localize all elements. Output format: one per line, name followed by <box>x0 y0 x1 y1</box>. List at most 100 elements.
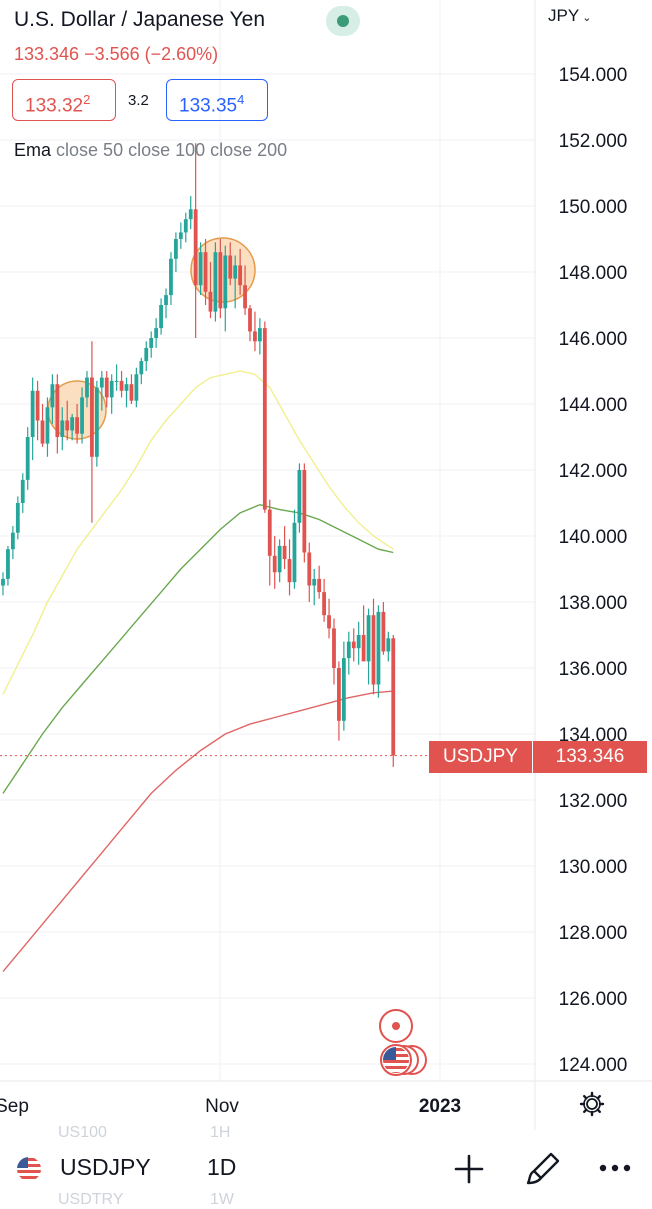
candle-body <box>35 390 40 421</box>
ema200-line <box>2 690 394 973</box>
y-tick-label: 148.000 <box>559 263 628 284</box>
candle-body <box>228 255 233 279</box>
candle-body <box>238 265 243 286</box>
candle-body <box>164 295 168 305</box>
symbol-selector[interactable]: USDJPY <box>60 1154 151 1180</box>
y-tick-label: 142.000 <box>559 461 628 482</box>
settings-gear-icon[interactable] <box>578 1090 606 1118</box>
instrument-title: U.S. Dollar / Japanese Yen <box>14 8 265 31</box>
candle-body <box>149 338 154 348</box>
candle-body <box>139 361 144 375</box>
candle-body <box>361 635 366 662</box>
scroll-symbol-below: USDTRY <box>58 1191 124 1208</box>
candle-body <box>193 209 198 286</box>
candle-body <box>223 255 228 309</box>
candle-body <box>188 209 193 220</box>
candle-body <box>332 628 336 668</box>
ema-indicator-params: close 50 close 100 close 200 <box>56 140 288 160</box>
y-tick-label: 130.000 <box>559 857 628 878</box>
candle-body <box>327 615 331 629</box>
scroll-interval-below: 1W <box>210 1191 234 1208</box>
candle-body <box>248 308 252 332</box>
chart-gridlines <box>0 0 535 1081</box>
candle-body <box>90 377 94 457</box>
price-chart[interactable]: 154.000 152.000 150.000 148.000 146.000 144.0… <box>0 0 652 1130</box>
candle-body <box>253 331 257 342</box>
candle-body <box>94 387 99 457</box>
candle-body <box>134 374 139 401</box>
economic-events-icon[interactable] <box>376 1008 428 1080</box>
y-tick-label: 150.000 <box>559 197 628 218</box>
candle-body <box>119 380 124 391</box>
bid-price: 133.32 <box>25 95 84 117</box>
candle-body <box>30 390 35 437</box>
ema50-line <box>2 370 394 695</box>
candle-body <box>70 417 75 431</box>
us-flag-icon <box>17 1157 41 1181</box>
spread-value: 3.2 <box>128 92 149 109</box>
currency-label: JPY <box>548 6 580 25</box>
candle-body <box>1 578 5 586</box>
candle-body <box>50 384 55 408</box>
scroll-interval-above: 1H <box>210 1124 231 1141</box>
market-status-badge[interactable] <box>326 6 360 36</box>
candle-body <box>292 522 297 583</box>
candle-body <box>154 328 159 338</box>
candle-body <box>6 549 10 579</box>
candle-body <box>183 219 188 233</box>
candle-body <box>371 615 376 685</box>
candle-body <box>75 417 79 434</box>
candle-body <box>267 509 272 556</box>
sell-price-button[interactable]: 133.322 <box>12 79 116 121</box>
candle-body <box>312 578 317 586</box>
interval-selector[interactable]: 1D <box>207 1154 237 1180</box>
symbol-price-tag: USDJPY <box>429 741 532 773</box>
candle-body <box>174 239 178 259</box>
candle-body <box>124 384 129 391</box>
candle-body <box>104 377 109 398</box>
y-tick-label: 136.000 <box>559 659 628 680</box>
buy-price-button[interactable]: 133.354 <box>166 79 268 121</box>
ema-lines <box>2 370 394 973</box>
y-tick-label: 124.000 <box>559 1055 628 1076</box>
last-price-tag: 133.346 <box>533 741 647 773</box>
candle-body <box>307 552 312 586</box>
candle-body <box>85 377 89 398</box>
candle-body <box>341 658 346 721</box>
y-tick-label: 152.000 <box>559 131 628 152</box>
add-icon[interactable] <box>452 1152 486 1186</box>
ema-indicator-name: Ema <box>14 140 52 160</box>
y-tick-label: 140.000 <box>559 527 628 548</box>
x-tick-label: Nov <box>205 1096 239 1117</box>
candle-body <box>169 258 173 296</box>
scroll-symbol-above: US100 <box>58 1124 107 1141</box>
market-open-dot-icon <box>337 15 349 27</box>
candle-body <box>25 437 30 480</box>
candle-body <box>109 380 114 398</box>
bottom-toolbar <box>0 1130 652 1200</box>
candle-body <box>159 305 163 329</box>
candle-body <box>282 545 287 560</box>
candle-body <box>351 641 356 649</box>
ema-indicator-legend[interactable]: Ema close 50 close 100 close 200 <box>14 140 287 161</box>
candle-body <box>55 384 60 437</box>
candle-body <box>233 265 238 279</box>
y-tick-label: 128.000 <box>559 923 628 944</box>
candle-body <box>129 384 134 401</box>
ask-price: 133.35 <box>179 95 238 117</box>
currency-selector[interactable]: JPY ⌄ <box>548 6 591 26</box>
candle-body <box>356 635 361 649</box>
x-axis-labels: Sep Nov 2023 <box>0 1096 461 1117</box>
y-tick-label: 154.000 <box>559 65 628 86</box>
x-tick-label: Sep <box>0 1096 29 1117</box>
candle-body <box>391 638 396 756</box>
candle-body <box>366 615 371 662</box>
drawing-tools-brush-icon[interactable] <box>526 1150 562 1186</box>
y-axis-labels: 154.000 152.000 150.000 148.000 146.000 144.0… <box>559 65 628 1076</box>
price-change: 133.346 −3.566 (−2.60%) <box>14 44 219 64</box>
candle-body <box>45 407 50 444</box>
more-options-icon[interactable] <box>598 1160 632 1176</box>
candle-body <box>337 668 341 721</box>
candle-body <box>99 377 104 388</box>
ask-price-pipette: 4 <box>237 92 245 107</box>
